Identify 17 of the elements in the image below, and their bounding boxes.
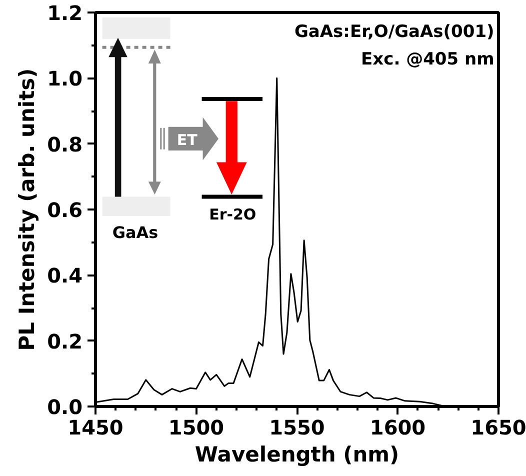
x-tick-label: 1650 bbox=[470, 416, 526, 440]
y-tick-label: 1.0 bbox=[47, 66, 83, 91]
annotation: Exc. @405 nm bbox=[361, 50, 494, 70]
y-axis-title: PL Intensity (arb. units) bbox=[15, 68, 40, 351]
x-tick-label: 1500 bbox=[168, 416, 224, 440]
annotation: GaAs bbox=[112, 223, 158, 242]
annotation: Er-2O bbox=[209, 205, 256, 224]
annotation: GaAs:Er,O/GaAs(001) bbox=[294, 22, 494, 42]
x-tick-label: 1600 bbox=[370, 416, 426, 440]
y-tick-label: 0.6 bbox=[47, 198, 83, 222]
y-tick-label: 1.2 bbox=[47, 1, 83, 25]
y-tick-label: 0.8 bbox=[47, 132, 83, 156]
x-tick-label: 1550 bbox=[269, 416, 325, 440]
x-axis-title: Wavelength (nm) bbox=[194, 442, 400, 466]
y-tick-label: 0.2 bbox=[47, 329, 83, 354]
annotation: ET bbox=[176, 130, 198, 149]
y-tick-label: 0.4 bbox=[47, 264, 83, 288]
